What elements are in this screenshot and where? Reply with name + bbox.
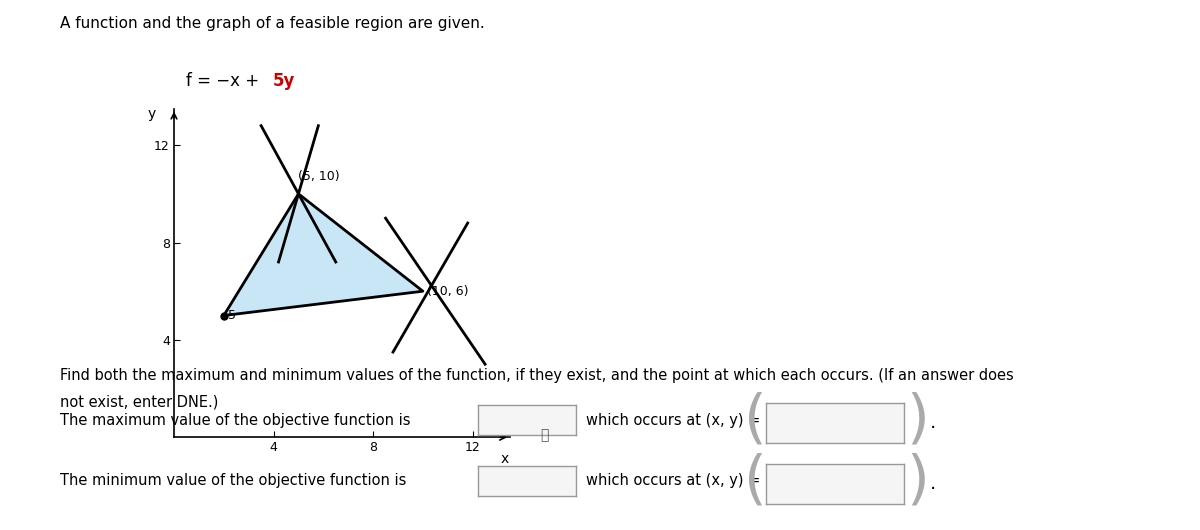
- Text: The maximum value of the objective function is: The maximum value of the objective funct…: [60, 412, 410, 428]
- Text: A function and the graph of a feasible region are given.: A function and the graph of a feasible r…: [60, 16, 485, 31]
- Text: ): ): [906, 453, 929, 509]
- Text: (: (: [744, 453, 767, 509]
- Text: which occurs at (x, y) =: which occurs at (x, y) =: [586, 412, 760, 428]
- Text: .: .: [930, 413, 936, 432]
- Text: The minimum value of the objective function is: The minimum value of the objective funct…: [60, 473, 407, 489]
- Text: (5, 10): (5, 10): [299, 170, 340, 183]
- Polygon shape: [223, 194, 422, 315]
- Text: which occurs at (x, y) =: which occurs at (x, y) =: [586, 473, 760, 489]
- Text: f = −x +: f = −x +: [186, 72, 264, 90]
- Text: 5: 5: [228, 309, 235, 322]
- Text: (10, 6): (10, 6): [427, 285, 468, 298]
- Text: (: (: [744, 392, 767, 448]
- Text: ⓘ: ⓘ: [540, 429, 548, 443]
- Text: Find both the maximum and minimum values of the function, if they exist, and the: Find both the maximum and minimum values…: [60, 368, 1014, 383]
- Text: 5y: 5y: [272, 72, 295, 90]
- Text: .: .: [930, 474, 936, 493]
- Text: y: y: [148, 107, 156, 120]
- Text: ): ): [906, 392, 929, 448]
- Text: not exist, enter DNE.): not exist, enter DNE.): [60, 395, 218, 410]
- Text: x: x: [500, 452, 509, 466]
